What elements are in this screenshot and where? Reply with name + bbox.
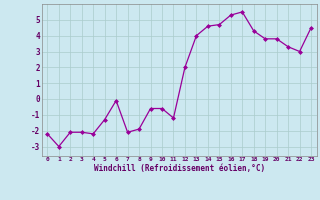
X-axis label: Windchill (Refroidissement éolien,°C): Windchill (Refroidissement éolien,°C) [94, 164, 265, 173]
